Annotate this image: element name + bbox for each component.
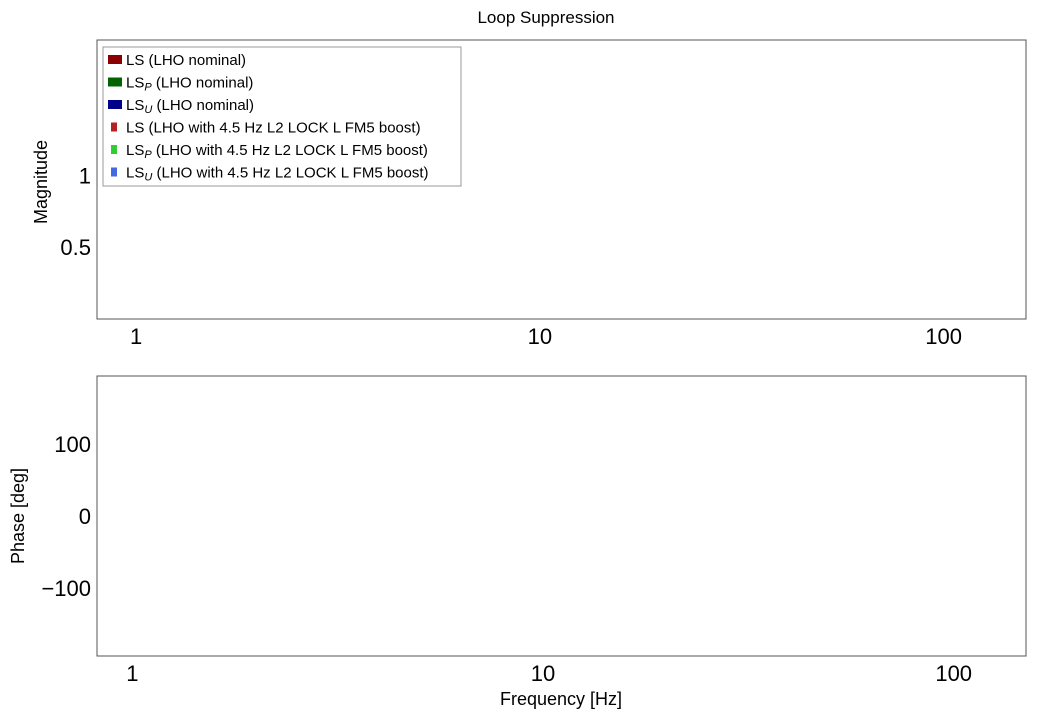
legend-label-4: LS (LHO with 4.5 Hz L2 LOCK L FM5 boost) xyxy=(126,120,421,137)
phase-xtick-label: 100 xyxy=(935,661,972,686)
magnitude-ytick-label: 1 xyxy=(79,163,91,188)
phase-xtick-label: 10 xyxy=(531,661,555,686)
plot-frames xyxy=(96,39,1027,657)
legend-swatch-4 xyxy=(111,122,117,132)
legend-label-5: LSP (LHO with 4.5 Hz L2 LOCK L FM5 boost… xyxy=(126,142,428,161)
magnitude-xtick-label: 10 xyxy=(528,324,552,349)
phase-ytick-label: 0 xyxy=(79,504,91,529)
legend-swatch-6 xyxy=(111,167,117,177)
frequency-xlabel: Frequency [Hz] xyxy=(500,689,622,709)
chart-title: Loop Suppression xyxy=(477,8,614,27)
phase-ytick-label: 100 xyxy=(54,432,91,457)
magnitude-ylabel: Magnitude xyxy=(31,140,51,224)
magnitude-ytick-label: 0.5 xyxy=(60,235,91,260)
magnitude-xtick-label: 1 xyxy=(130,324,142,349)
phase-xtick-label: 1 xyxy=(126,661,138,686)
phase-ytick-label: −100 xyxy=(41,576,91,601)
legend-label-3: LSU (LHO nominal) xyxy=(126,97,254,116)
magnitude-xtick-label: 100 xyxy=(925,324,962,349)
legend-box xyxy=(102,46,462,187)
phase-ylabel: Phase [deg] xyxy=(8,468,28,564)
legend-swatch-2 xyxy=(108,77,122,87)
legend-label-6: LSU (LHO with 4.5 Hz L2 LOCK L FM5 boost… xyxy=(126,165,429,184)
tick-labels: 1 10 100 0.5 1 1 10 100 −100 0 100 xyxy=(41,163,972,686)
phase-frame xyxy=(96,375,1027,657)
legend-swatch-3 xyxy=(108,100,122,109)
legend-label-1: LS (LHO nominal) xyxy=(126,52,246,69)
legend-label-2: LSP (LHO nominal) xyxy=(126,75,253,94)
legend-swatch-1 xyxy=(108,55,122,64)
legend-swatch-5 xyxy=(111,145,117,154)
legend: LS (LHO nominal) LSP (LHO nominal) LSU (LH… xyxy=(102,46,462,187)
